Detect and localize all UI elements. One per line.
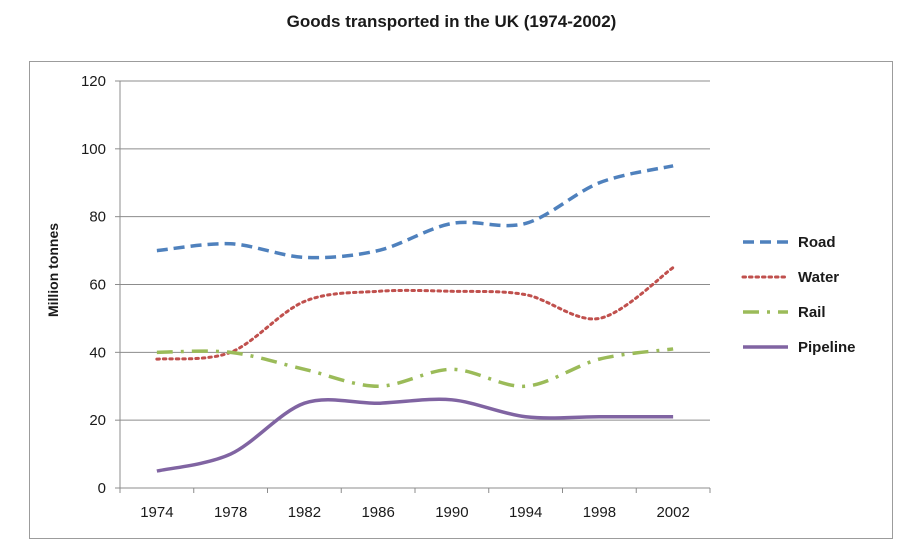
legend-label-pipeline: Pipeline [798,339,856,356]
y-tick-label: 40 [89,344,106,361]
x-tick-label: 2002 [656,504,689,521]
x-tick-label: 1978 [214,504,247,521]
y-axis-label: Million tonnes [45,223,61,317]
series-lines [155,164,675,473]
x-tick-label: 1990 [435,504,468,521]
x-tick-label: 1986 [361,504,394,521]
legend-label-rail: Rail [798,304,826,321]
series-line-road [156,164,674,260]
y-tick-label: 120 [81,73,106,90]
y-tick-label: 100 [81,141,106,158]
x-tick-label: 1982 [288,504,321,521]
x-tick-label: 1974 [140,504,173,521]
x-tick-labels: 1974 1978 1982 1986 1990 1994 1998 2002 [140,504,690,521]
x-tick-label: 1998 [583,504,616,521]
legend-label-water: Water [798,269,839,286]
gridlines [120,80,710,421]
chart-frame [29,61,893,539]
x-tick-label: 1994 [509,504,542,521]
series-line-pipeline [156,397,674,473]
y-tick-label: 20 [89,412,106,429]
y-tick-labels: 0 20 40 60 80 100 120 [81,73,106,497]
y-tick-label: 60 [89,277,106,294]
series-line-rail [156,347,674,389]
y-tick-label: 80 [89,209,106,226]
legend: Road Water Rail Pipeline [741,234,856,356]
legend-label-road: Road [798,234,836,251]
y-tick-label: 0 [98,480,106,497]
series-line-water [155,266,675,361]
chart-title: Goods transported in the UK (1974-2002) [286,12,617,31]
axes [115,80,711,493]
